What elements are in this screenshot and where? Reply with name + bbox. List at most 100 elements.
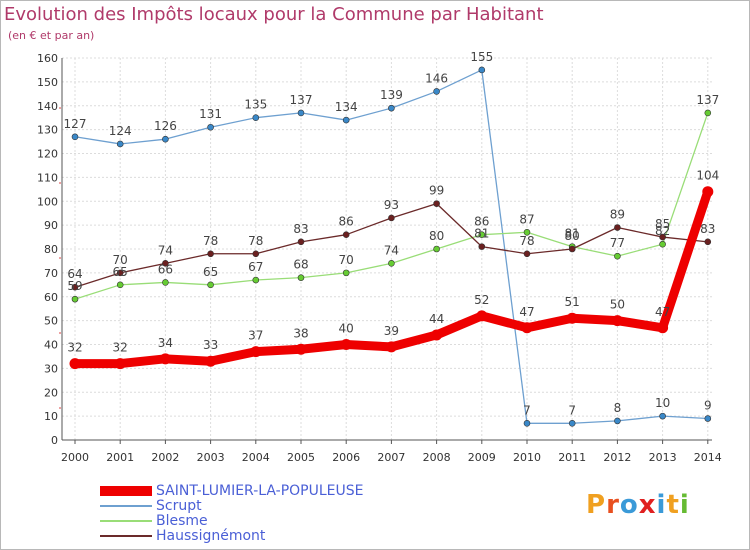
data-label: 78: [203, 234, 218, 248]
data-label: 89: [610, 208, 625, 222]
data-point: [69, 358, 81, 370]
data-point: [659, 412, 666, 420]
data-point: [659, 240, 666, 248]
data-label: 52: [474, 293, 489, 307]
data-label: 74: [384, 243, 399, 257]
x-tick-label: 2008: [423, 451, 451, 464]
y-tick-label: 150: [37, 76, 58, 89]
data-point: [659, 233, 666, 241]
data-point: [611, 315, 623, 327]
y-tick-label: 20: [44, 386, 58, 399]
data-label: 78: [519, 234, 534, 248]
y-tick-label: 110: [37, 171, 58, 184]
y-tick-label: 80: [44, 243, 58, 256]
x-tick-label: 2014: [694, 451, 722, 464]
data-label: 70: [113, 253, 128, 267]
data-label: 34: [158, 336, 173, 350]
data-point: [207, 250, 214, 258]
data-label: 66: [158, 262, 173, 276]
y-tick-label: 40: [44, 339, 58, 352]
data-point: [297, 109, 305, 117]
data-point: [297, 238, 305, 246]
data-label: 64: [67, 267, 82, 281]
data-point: [252, 114, 260, 121]
x-tick-label: 2010: [513, 451, 541, 464]
x-tick-label: 2003: [197, 451, 225, 464]
data-label: 47: [655, 305, 670, 319]
y-tick-label: 100: [37, 195, 58, 208]
legend-label: Scrupt: [156, 498, 202, 514]
data-point: [704, 415, 712, 422]
proxiti-logo: Proxiti: [586, 490, 690, 520]
data-point: [388, 214, 395, 222]
logo-letter: i: [656, 490, 667, 520]
data-label: 32: [67, 341, 82, 355]
data-point: [114, 358, 126, 370]
y-tick-label: 0: [51, 434, 58, 447]
data-point: [521, 322, 533, 334]
data-label: 37: [248, 329, 263, 343]
data-point: [116, 140, 124, 148]
logo-letter: o: [619, 490, 639, 520]
data-point: [523, 250, 531, 258]
y-tick-label: 140: [37, 100, 58, 113]
x-tick-label: 2001: [106, 451, 134, 464]
y-tick-label: 70: [44, 267, 58, 280]
data-point: [568, 245, 576, 253]
data-label: 127: [64, 117, 87, 131]
x-tick-label: 2004: [242, 451, 270, 464]
data-label: 38: [293, 326, 308, 340]
data-point: [388, 260, 395, 267]
legend-label: Haussignémont: [156, 528, 266, 544]
data-point: [162, 135, 169, 143]
data-label: 80: [565, 229, 580, 243]
legend-label: SAINT-LUMIER-LA-POPULEUSE: [156, 483, 364, 499]
x-tick-label: 2000: [61, 451, 89, 464]
data-label: 81: [565, 227, 580, 241]
data-point: [71, 133, 79, 141]
chart-subtitle: (en € et par an): [8, 29, 95, 42]
data-point: [614, 224, 621, 231]
data-label: 7: [568, 403, 576, 417]
x-tick-label: 2011: [558, 451, 586, 464]
data-label: 74: [158, 243, 173, 257]
data-label: 67: [248, 260, 263, 274]
data-point: [614, 252, 621, 260]
data-point: [704, 238, 712, 246]
x-tick-label: 2005: [287, 451, 315, 464]
y-tick-label: 50: [44, 315, 58, 328]
data-label: 47: [519, 305, 534, 319]
data-label: 86: [474, 215, 489, 229]
data-point: [433, 200, 440, 207]
y-tick-label: 90: [44, 219, 58, 232]
data-label: 126: [154, 119, 177, 133]
data-point: [704, 109, 712, 117]
data-point: [523, 419, 531, 427]
data-label: 83: [700, 222, 715, 236]
legend-swatch: [100, 535, 152, 537]
data-point: [566, 312, 578, 324]
data-point: [207, 281, 214, 289]
data-point: [388, 104, 395, 112]
logo-letter: r: [606, 490, 620, 520]
data-point: [433, 88, 440, 95]
logo-letter: i: [679, 490, 690, 520]
data-point: [205, 355, 217, 367]
x-tick-label: 2002: [151, 451, 179, 464]
data-label: 86: [339, 215, 354, 229]
data-label: 85: [655, 217, 670, 231]
data-label: 8: [614, 401, 622, 415]
data-label: 137: [696, 93, 719, 107]
x-tick-label: 2007: [377, 451, 405, 464]
data-point: [476, 310, 488, 322]
data-point: [431, 329, 443, 341]
data-label: 81: [474, 227, 489, 241]
data-point: [340, 339, 352, 350]
data-point: [342, 231, 350, 238]
legend-swatch: [100, 520, 152, 522]
data-label: 77: [610, 236, 625, 250]
data-label: 50: [610, 298, 625, 312]
data-label: 155: [470, 50, 493, 64]
data-label: 40: [339, 322, 354, 336]
